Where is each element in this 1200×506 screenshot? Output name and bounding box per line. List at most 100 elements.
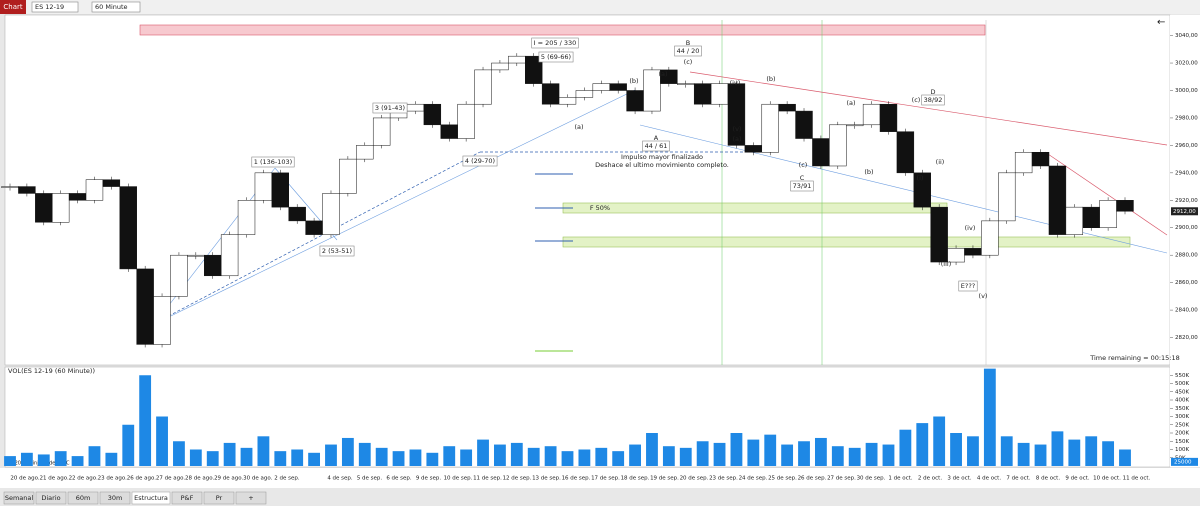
y-tick-label: 300K [1175,414,1189,420]
interval-select[interactable] [91,1,141,13]
y-tick-label: 500K [1175,381,1189,387]
volume-bar [730,433,743,466]
volume-bar [426,452,439,466]
annotation: Time remaining = 00:15:18 [1089,354,1180,362]
annotation: (b) [766,75,775,83]
candle [981,220,999,256]
app-badge [0,0,26,14]
y-tick-label: 400K [1175,398,1189,404]
volume-bar [37,454,50,466]
volume-bar [798,441,810,466]
candle [930,206,948,263]
date-label: 10 de oct. [1093,476,1121,482]
date-label: 29 de ago. [214,476,244,482]
candle [423,103,442,126]
tab-label: Estructura [134,494,168,502]
tab[interactable]: Semanal [3,491,35,505]
candle [592,83,610,91]
volume-bar [679,447,692,466]
volume-bar [983,368,996,466]
app-name: Chart [3,3,22,11]
tab-label: 60m [76,494,91,502]
annotation: (v) [979,292,988,300]
candle [761,103,779,153]
date-label: 21 de ago. [39,476,69,482]
candle [964,248,982,256]
candle [305,220,323,235]
volume-bar [20,452,33,466]
date-label: 9 de oct. [1065,476,1089,482]
candle [862,103,881,126]
support-zone [562,236,1131,248]
volume-bar [967,436,979,466]
annotation: E??? [961,282,975,290]
annotation-box [372,102,408,114]
candle [525,55,543,84]
y-tick-label: 2940,00 [1175,170,1198,176]
y-tick-label: 3020,00 [1175,61,1198,67]
annotation-box [462,155,498,167]
date-label: 4 de sep. [327,476,353,482]
volume-bar [865,442,878,466]
volume-bar [916,423,929,466]
tab[interactable]: Estructura [131,491,171,505]
annotation: D [930,88,935,96]
date-label: 16 de sep. [562,476,591,482]
candle [829,124,847,167]
volume-bar [257,436,270,466]
annotation-box [538,51,574,63]
candle [541,83,560,105]
candle [220,234,239,277]
tab[interactable]: Diario [35,491,67,505]
y-tick-label: 2860,00 [1175,280,1198,286]
candle [1031,152,1050,167]
date-label: 2 de oct. [918,476,942,482]
back-arrow[interactable]: ← [1157,17,1165,28]
instrument-select[interactable] [31,1,79,13]
candle [474,69,492,105]
volume-bar [341,437,354,466]
y-tick-label: 3040,00 [1175,33,1198,39]
annotation-box [531,37,579,49]
annotation: B [686,39,690,47]
tab[interactable]: 60m [67,491,99,505]
volume-bar [612,451,625,466]
y-tick-label: 2920,00 [1175,198,1198,204]
tab[interactable]: P&F [171,491,203,505]
volume-bar [54,451,67,466]
volume-bar [477,439,489,466]
tab[interactable]: Pr [203,491,235,505]
tab-background [99,491,131,505]
tab[interactable]: 30m [99,491,131,505]
annotation: 3 (91-43) [375,104,405,112]
interval: 60 Minute [95,3,128,11]
candle [85,179,104,201]
y-tick-label: 100K [1175,447,1189,453]
candle [322,193,340,235]
volume-bar [274,451,287,466]
candle [575,90,594,98]
volume-bar [71,456,84,466]
annotation: (iv) [730,79,741,87]
trendline [689,71,1168,146]
candle [1065,206,1084,235]
volume-bar [1000,436,1013,466]
candle [153,296,171,345]
last-price: 2912,00 [1173,209,1196,215]
tab[interactable]: + [235,491,267,505]
date-label: 26 de sep. [798,476,827,482]
annotation: I = 205 / 330 [534,39,577,47]
annotation: (c) [684,58,693,66]
date-label: 23 de ago. [98,476,128,482]
tab-background [171,491,203,505]
date-label: 22 de ago. [69,476,99,482]
tab-label: + [248,494,253,502]
candle [626,90,644,112]
volume-bar [646,433,658,466]
annotation: 4 (29-70) [465,157,495,165]
volume-bar [325,444,337,466]
candle [35,193,53,223]
date-label: 11 de oct. [1123,476,1151,482]
date-label: 27 de sep. [827,476,856,482]
